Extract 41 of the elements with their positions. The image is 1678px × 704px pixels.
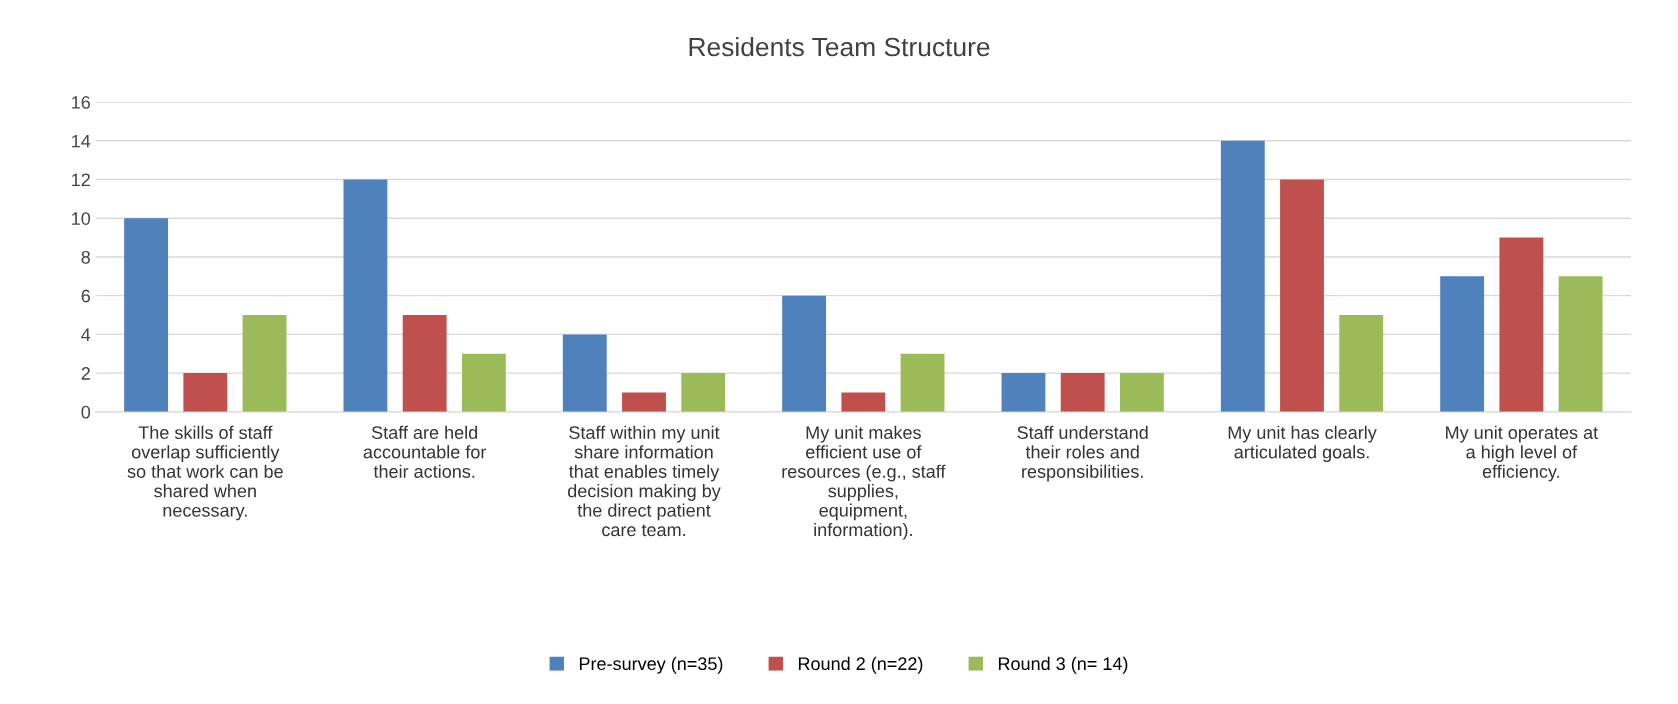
y-tick-label: 2 <box>81 367 90 380</box>
bar <box>1280 179 1324 412</box>
chart-title: Residents Team Structure <box>689 36 990 57</box>
bar <box>183 373 228 412</box>
x-tick-label: My unit makes efficient use of resources (e.g., staff supplies, equipment, information). <box>782 425 946 540</box>
y-tick-label: 14 <box>72 134 91 148</box>
bar <box>1339 315 1384 412</box>
bar <box>1440 276 1485 412</box>
x-tick-label: My unit operates at a high level of efficiency. <box>1446 425 1598 482</box>
y-tick-label: 0 <box>81 405 91 419</box>
legend-label: Round 2 (n=22) <box>798 656 923 674</box>
bar <box>402 315 447 412</box>
y-tick-label: 6 <box>81 289 90 303</box>
bar <box>1060 373 1105 412</box>
bar <box>242 315 287 412</box>
bar <box>782 295 827 412</box>
bar <box>124 218 169 412</box>
y-tick-label: 10 <box>72 212 91 225</box>
legend-label: Pre-survey (n=35) <box>579 656 723 674</box>
y-tick-label: 16 <box>72 96 90 109</box>
bar <box>841 392 886 412</box>
bar <box>1558 276 1603 412</box>
legend-label: Round 3 (n= 14) <box>998 656 1128 674</box>
y-tick-label: 4 <box>81 328 91 341</box>
x-tick-label: The skills of staff overlap sufficiently so that work can be shared when necessary. <box>127 425 283 521</box>
x-tick-label: Staff within my unit share information that enables timely decision making by the direct patient care team. <box>567 425 721 537</box>
bar <box>343 179 388 412</box>
bar <box>681 373 726 412</box>
x-tick-label: Staff are held accountable for their actions. <box>363 425 487 478</box>
bar <box>461 353 506 412</box>
y-tick-label: 12 <box>72 173 90 187</box>
bar <box>562 334 607 412</box>
bar <box>1220 140 1265 412</box>
y-tick-label: 8 <box>81 250 90 264</box>
bar <box>1499 237 1544 412</box>
bar <box>1119 373 1164 412</box>
bar <box>900 353 945 412</box>
x-tick-label: Staff understand their roles and responsibilities. <box>1017 425 1148 482</box>
bar <box>1001 373 1046 412</box>
x-tick-label: My unit has clearly articulated goals. <box>1228 425 1377 463</box>
bar <box>622 392 666 412</box>
